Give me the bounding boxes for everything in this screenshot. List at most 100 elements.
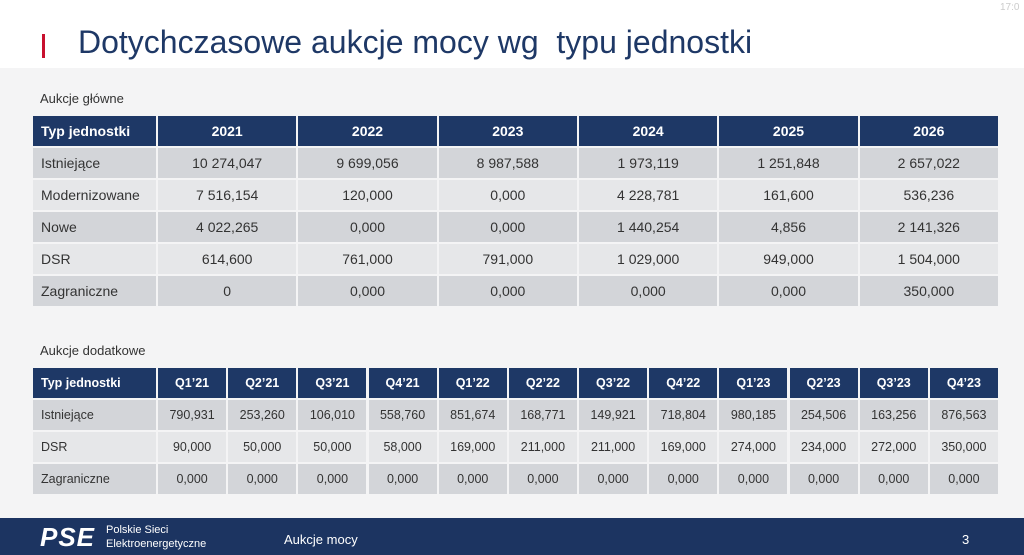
table-cell: 0,000 [719,276,860,308]
table-cell: 2 141,326 [859,212,1000,244]
table-cell: 0,000 [298,464,369,496]
table-cell: 2026 [859,116,1000,148]
table-cell: 790,931 [158,400,229,432]
table-cell: Q4’23 [929,368,1000,400]
table-cell: 0,000 [859,464,930,496]
table-cell: 2021 [158,116,299,148]
table-cell: 149,921 [579,400,650,432]
table-cell: 0,000 [298,212,439,244]
table-cell: Q2’21 [228,368,299,400]
table-cell: Q3’23 [859,368,930,400]
table-cell: 0 [158,276,299,308]
section: Aukcje mocy [284,532,358,547]
caption: Aukcje dodatkowe [40,343,146,358]
table-cell: 4 022,265 [158,212,299,244]
table-cell: 0,000 [789,464,860,496]
table-cell: 0,000 [228,464,299,496]
table-cell: 1 440,254 [579,212,720,244]
table-cell: 350,000 [929,432,1000,464]
table-cell: 4 228,781 [579,180,720,212]
table-cell: 211,000 [579,432,650,464]
table-cell: 350,000 [859,276,1000,308]
table-cell: 614,600 [158,244,299,276]
table-cell: 9 699,056 [298,148,439,180]
table-cell: 536,236 [859,180,1000,212]
table-cell: 4,856 [719,212,860,244]
table-cell: 0,000 [649,464,720,496]
table-cell: 2 657,022 [859,148,1000,180]
table-cell: DSR [33,244,158,276]
table-cell: 0,000 [579,464,650,496]
table-cell: 7 516,154 [158,180,299,212]
table-cell: 0,000 [508,464,579,496]
table-cell: 2022 [298,116,439,148]
table-cell: 0,000 [929,464,1000,496]
table-cell: Q1’22 [438,368,509,400]
table-cell: 168,771 [508,400,579,432]
table-cell: 253,260 [228,400,299,432]
table-cell: 272,000 [859,432,930,464]
table-cell: 851,674 [438,400,509,432]
table-cell: 1 504,000 [859,244,1000,276]
table-cell: 10 274,047 [158,148,299,180]
table-cell: 0,000 [158,464,229,496]
table-cell: 0,000 [368,464,439,496]
table-cell: Istniejące [33,400,158,432]
table-cell: 169,000 [438,432,509,464]
title: Dotychczasowe aukcje mocy wg typu jednos… [78,24,753,60]
table-cell: 0,000 [438,212,579,244]
table-cell: Q3’22 [579,368,650,400]
table-cell: 120,000 [298,180,439,212]
table-cell: Zagraniczne [33,276,158,308]
table-cell: 0,000 [438,276,579,308]
table-cell: 2024 [579,116,720,148]
table-cell: 791,000 [438,244,579,276]
table-cell: Typ jednostki [33,116,158,148]
table-cell: 274,000 [719,432,790,464]
table-cell: 58,000 [368,432,439,464]
table-cell: 90,000 [158,432,229,464]
table-cell: 1 973,119 [579,148,720,180]
table-cell: 0,000 [579,276,720,308]
caption: Aukcje główne [40,91,124,106]
table-cell: 50,000 [298,432,369,464]
table-cell: 876,563 [929,400,1000,432]
company: Polskie Sieci [106,524,169,536]
table-cell: Q3’21 [298,368,369,400]
table-cell: 1 029,000 [579,244,720,276]
table-cell: 0,000 [438,464,509,496]
table-cell: 718,804 [649,400,720,432]
table-cell: 2023 [438,116,579,148]
table-cell: 0,000 [719,464,790,496]
table-cell: 106,010 [298,400,369,432]
table-cell: 254,506 [789,400,860,432]
table-cell: DSR [33,432,158,464]
table-cell: 0,000 [298,276,439,308]
table-cell: Q2’22 [508,368,579,400]
company: Elektroenergetyczne [106,538,207,550]
table-cell: 1 251,848 [719,148,860,180]
table-cell: 234,000 [789,432,860,464]
table-cell: Q4’22 [649,368,720,400]
table-cell: Q1’21 [158,368,229,400]
table-cell: Modernizowane [33,180,158,212]
table-cell: Q2’23 [789,368,860,400]
table-cell: 211,000 [508,432,579,464]
table-cell: 169,000 [649,432,720,464]
table-cell: 8 987,588 [438,148,579,180]
clock: 17:0 [1000,2,1020,13]
logo: PSE [40,522,96,552]
table-cell: 949,000 [719,244,860,276]
page-number: 3 [962,532,970,547]
table-cell: Istniejące [33,148,158,180]
table-cell: 0,000 [438,180,579,212]
table-cell: 761,000 [298,244,439,276]
table-cell: 2025 [719,116,860,148]
table-cell: 163,256 [859,400,930,432]
footer: PSE Polskie Sieci Elektroenergetyczne Au… [0,518,1024,555]
table-cell: 558,760 [368,400,439,432]
table-cell: Nowe [33,212,158,244]
title-accent [42,34,45,58]
table-cell: 50,000 [228,432,299,464]
